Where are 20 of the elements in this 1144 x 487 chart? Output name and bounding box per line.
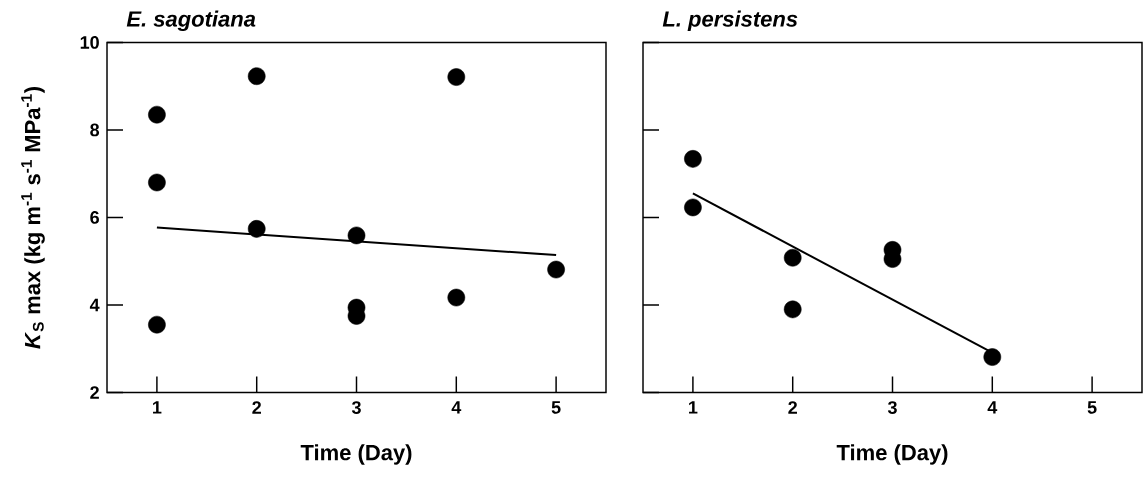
y-tick-label: 8 bbox=[90, 123, 100, 137]
x-axis-title: Time (Day) bbox=[836, 444, 948, 465]
x-tick-label: 4 bbox=[987, 401, 998, 414]
x-tick-label: 3 bbox=[351, 401, 361, 414]
chart-title: E. sagotiana bbox=[126, 10, 256, 32]
chart-title: L. persistens bbox=[662, 10, 798, 32]
x-tick-label: 3 bbox=[887, 401, 897, 414]
y-tick-label: 2 bbox=[90, 386, 99, 399]
x-tick-label: 4 bbox=[451, 401, 462, 414]
y-tick-label: 6 bbox=[90, 211, 99, 224]
x-tick-label: 1 bbox=[689, 401, 698, 414]
x-tick-label: 1 bbox=[153, 401, 162, 414]
x-axis-title: Time (Day) bbox=[300, 444, 412, 465]
x-tick-label: 2 bbox=[252, 401, 261, 414]
y-tick-label: 4 bbox=[89, 298, 100, 312]
y-tick-label: 10 bbox=[80, 36, 99, 49]
x-tick-label: 5 bbox=[551, 401, 561, 414]
x-tick-label: 2 bbox=[788, 401, 797, 414]
text: K$_{S}$ max (kg m$^{-1}$ s$^{-1}$ MPa$^{-1}$) bbox=[21, 87, 45, 349]
x-tick-label: 5 bbox=[1087, 401, 1097, 414]
